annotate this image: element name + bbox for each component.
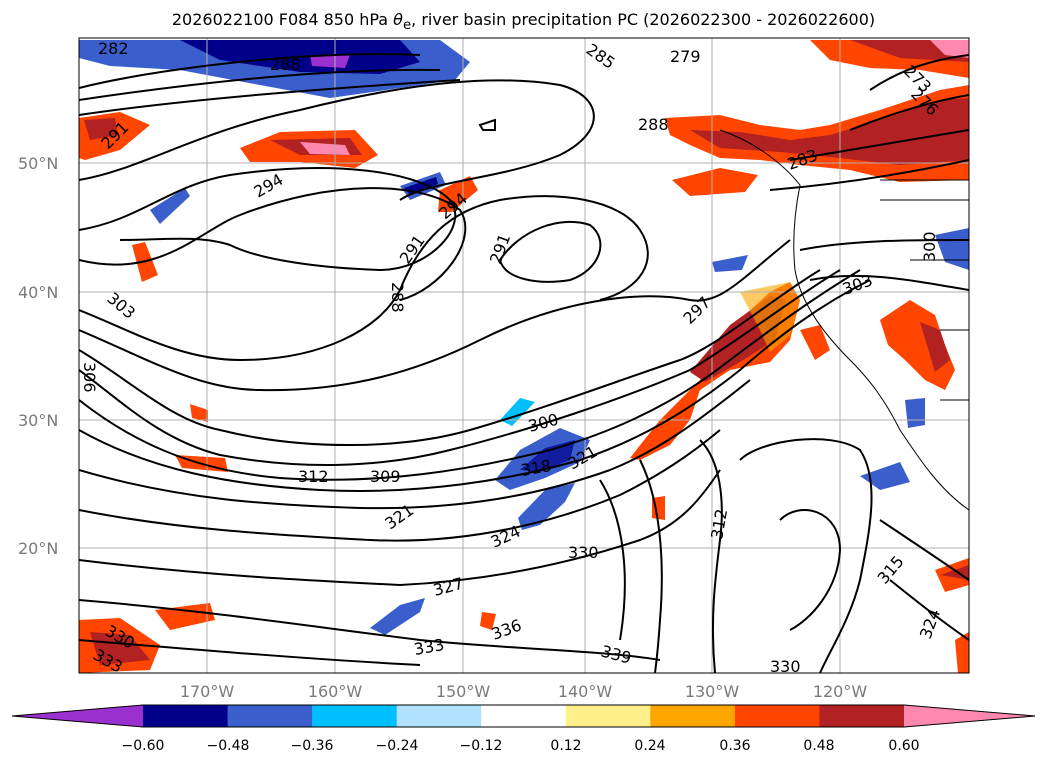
colorbar-tick: 0.24 — [634, 738, 666, 754]
contour-label: 288 — [388, 282, 407, 313]
contour-label: 306 — [80, 362, 99, 393]
theta-e-contours — [79, 53, 969, 673]
colorbar-tick: −0.60 — [121, 738, 165, 754]
contour-label: 330 — [568, 543, 599, 562]
contour-label: 312 — [298, 467, 329, 486]
lat-tick: 30°N — [18, 411, 59, 430]
colorbar-tick: 0.60 — [888, 738, 920, 754]
lat-tick: 40°N — [18, 283, 59, 302]
contour-label: 330 — [770, 657, 801, 676]
colorbar-tick: 0.36 — [719, 738, 751, 754]
map-title: 2026022100 F084 850 hPa θe, river basin … — [171, 10, 876, 34]
colorbar-segment — [143, 705, 229, 727]
contour-label: 288 — [270, 55, 301, 74]
colorbar-tick: 0.48 — [803, 738, 835, 754]
colorbar-extend-high — [904, 705, 1035, 727]
colorbar-tick: −0.48 — [206, 738, 250, 754]
colorbar-tick: 0.12 — [550, 738, 582, 754]
contour-label: 279 — [670, 47, 701, 66]
colorbar-segment — [312, 705, 398, 727]
lon-tick: 140°W — [557, 682, 613, 701]
colorbar-segment — [734, 705, 820, 727]
colorbar-extend-low — [12, 705, 143, 727]
colorbar-tick: −0.24 — [375, 738, 419, 754]
colorbar-tick: −0.12 — [459, 738, 503, 754]
lon-tick: 150°W — [435, 682, 491, 701]
map-frame — [78, 37, 970, 674]
colorbar-segment — [650, 705, 736, 727]
lon-tick: 170°W — [179, 682, 235, 701]
colorbar-segment — [819, 705, 905, 727]
contour-label: 282 — [98, 39, 129, 58]
colorbar-segment — [565, 705, 651, 727]
lon-tick: 130°W — [684, 682, 740, 701]
colorbar-segment — [481, 705, 567, 727]
colorbar-segment — [396, 705, 482, 727]
coastline — [719, 129, 969, 511]
colorbar-tick: −0.36 — [290, 738, 334, 754]
contour-label: 309 — [370, 467, 401, 486]
graticule — [79, 38, 969, 673]
lon-tick: 160°W — [307, 682, 363, 701]
lat-tick: 50°N — [18, 154, 59, 173]
lon-tick: 120°W — [812, 682, 868, 701]
lat-tick: 20°N — [18, 539, 59, 558]
colorbar-segment — [227, 705, 313, 727]
contour-labels: 282 288 294 291 294 291 288 285 279 288 … — [80, 39, 944, 677]
colorbar — [11, 704, 1036, 728]
contour-label: 300 — [920, 231, 939, 262]
contour-label: 288 — [638, 115, 669, 134]
